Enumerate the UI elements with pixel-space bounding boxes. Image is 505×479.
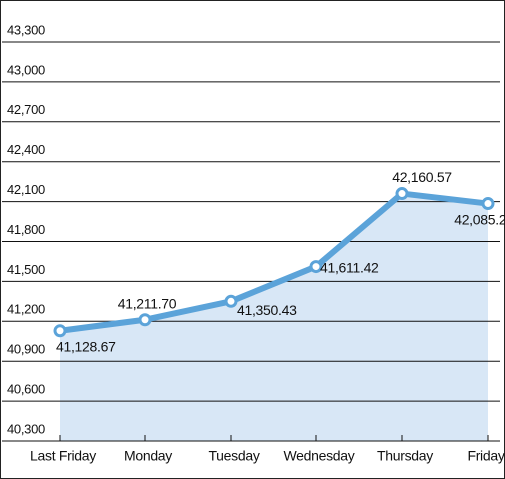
value-label: 41,128.67 xyxy=(56,338,116,354)
y-tick-label: 43,000 xyxy=(7,62,45,77)
x-tick-label: Friday xyxy=(467,448,504,464)
y-tick-label: 42,700 xyxy=(7,102,45,117)
area xyxy=(60,193,488,441)
marker xyxy=(138,313,152,327)
x-tick-label: Wednesday xyxy=(284,448,355,464)
y-tick-label: 41,500 xyxy=(7,262,45,277)
x-tick-label: Thursday xyxy=(377,448,433,464)
value-label: 42,160.57 xyxy=(392,169,452,185)
y-tick-label: 40,300 xyxy=(7,421,45,436)
y-tick-label: 42,400 xyxy=(7,142,45,157)
y-tick-label: 42,100 xyxy=(7,182,45,197)
value-label: 41,611.42 xyxy=(320,259,379,275)
value-label: 41,211.70 xyxy=(118,295,177,311)
x-tick-label: Tuesday xyxy=(208,448,259,464)
y-tick-label: 43,300 xyxy=(7,22,45,37)
marker xyxy=(481,197,495,211)
y-tick-label: 41,200 xyxy=(7,302,45,317)
marker xyxy=(53,324,67,338)
value-label: 41,350.43 xyxy=(237,302,297,318)
value-label: 42,085.25 xyxy=(454,211,505,227)
y-tick-label: 41,800 xyxy=(7,222,45,237)
marker xyxy=(309,260,323,274)
line xyxy=(59,190,489,334)
marker xyxy=(395,187,409,201)
y-tick-label: 40,900 xyxy=(7,342,45,357)
y-tick-label: 40,600 xyxy=(7,382,45,397)
x-tick-label: Monday xyxy=(124,448,172,464)
marker xyxy=(224,294,238,308)
x-tick-label: Last Friday xyxy=(30,448,96,464)
